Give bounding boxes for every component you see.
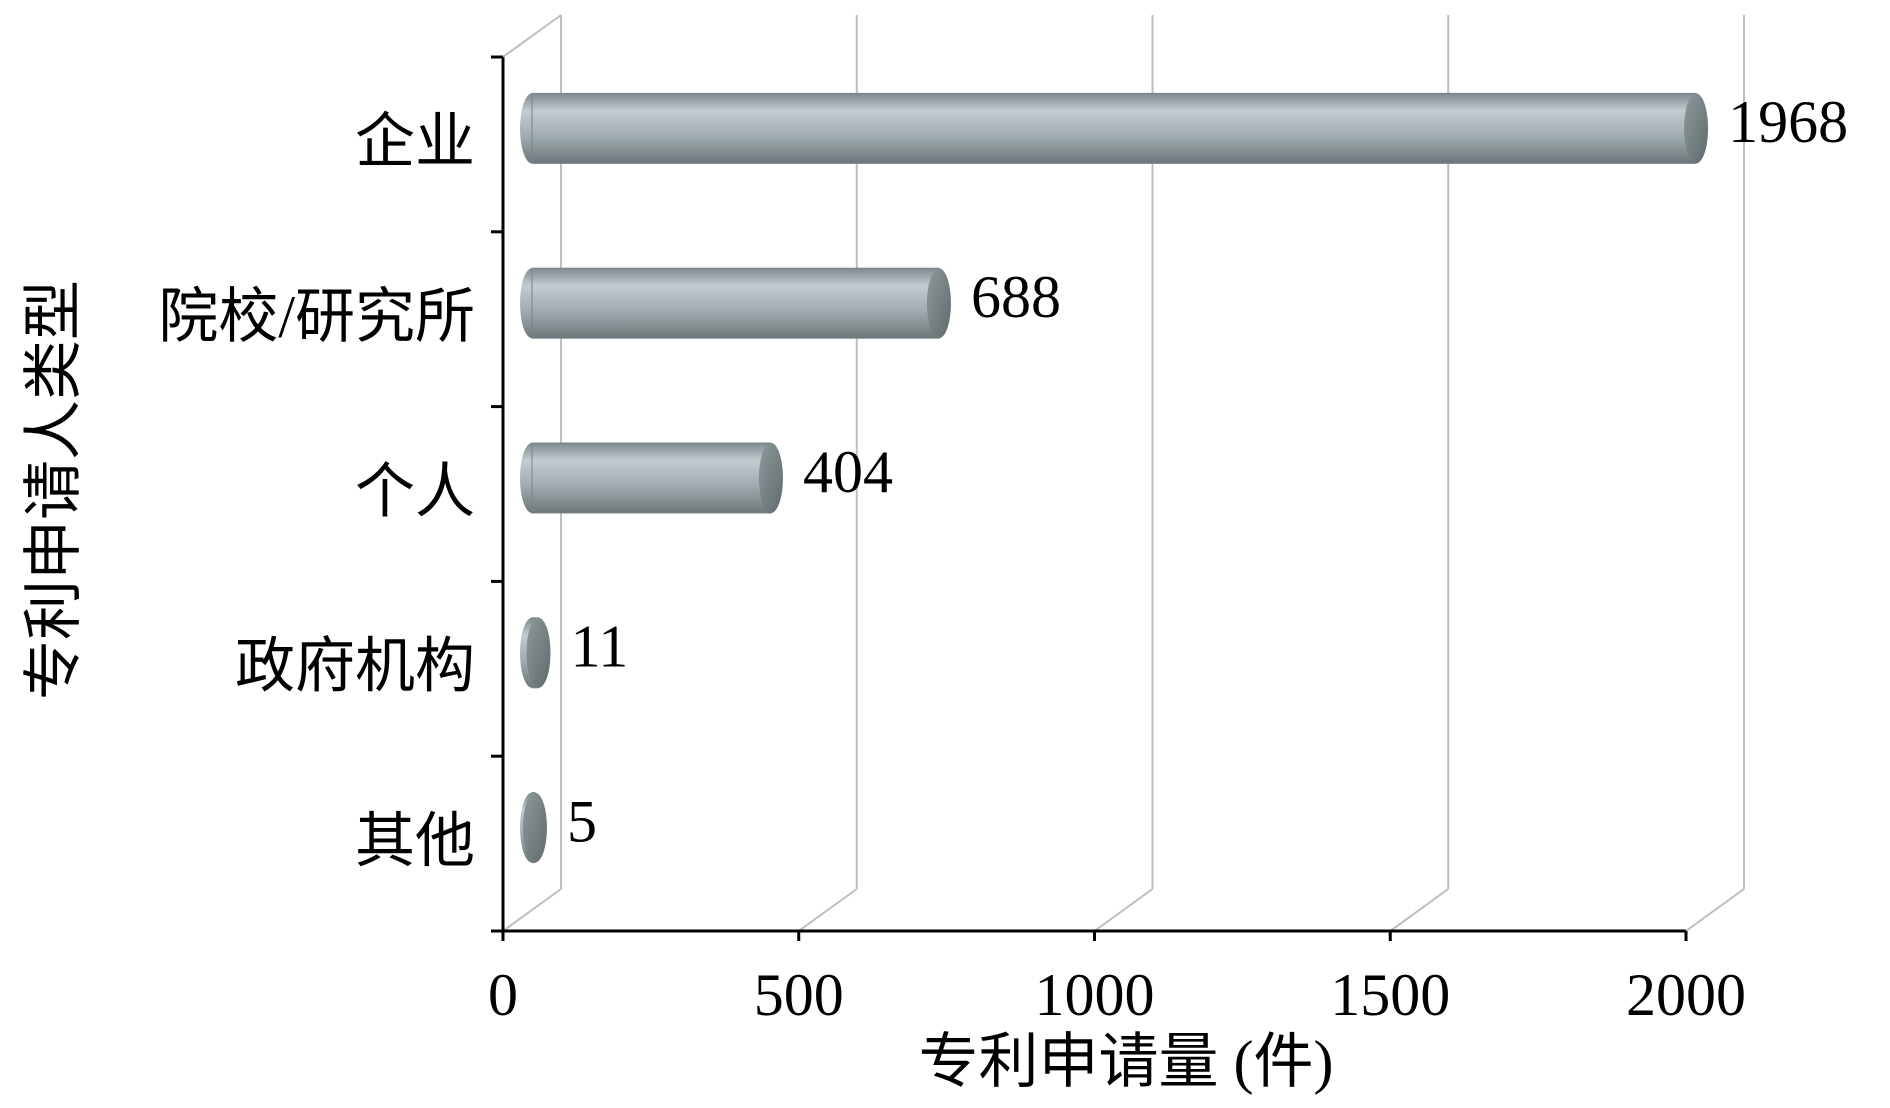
- x-tick-label: 0: [488, 962, 518, 1028]
- bar-part: [1684, 93, 1709, 164]
- bar-part: [531, 92, 1697, 164]
- bar: [520, 792, 547, 864]
- bar: [520, 267, 951, 339]
- grid-line: [502, 888, 562, 932]
- y-tick-label: 院校/研究所: [158, 284, 475, 350]
- bar-part: [522, 792, 547, 863]
- grid-line: [1389, 888, 1449, 932]
- grid-line: [1093, 888, 1154, 932]
- bar-part: [531, 267, 940, 339]
- bar: [520, 92, 1709, 164]
- bar-part: [758, 443, 783, 513]
- y-tick-label: 政府机构: [235, 634, 475, 700]
- y-tick-label: 企业: [355, 109, 475, 175]
- bar-part: [526, 617, 551, 688]
- y-axis-title: 专利申请人类型: [21, 280, 87, 700]
- x-tick-label: 2000: [1626, 962, 1746, 1028]
- x-tick-label: 1000: [1035, 962, 1155, 1028]
- value-label: 404: [803, 439, 893, 505]
- y-tick-label: 个人: [355, 459, 475, 525]
- x-axis-title: 专利申请量 (件): [919, 1029, 1334, 1095]
- grid-line: [1685, 888, 1745, 932]
- bar: [520, 442, 783, 514]
- x-tick-label: 500: [754, 962, 844, 1028]
- bar-part: [926, 268, 951, 339]
- value-label: 1968: [1728, 89, 1848, 155]
- x-tick-label: 1500: [1330, 962, 1450, 1028]
- grid-line: [798, 888, 858, 932]
- y-tick-label: 其他: [355, 808, 475, 874]
- bar-part: [531, 442, 772, 514]
- value-label: 5: [567, 788, 597, 854]
- bar: [520, 617, 551, 689]
- value-label: 11: [571, 614, 629, 680]
- wall-edge: [502, 14, 562, 58]
- value-label: 688: [971, 264, 1061, 330]
